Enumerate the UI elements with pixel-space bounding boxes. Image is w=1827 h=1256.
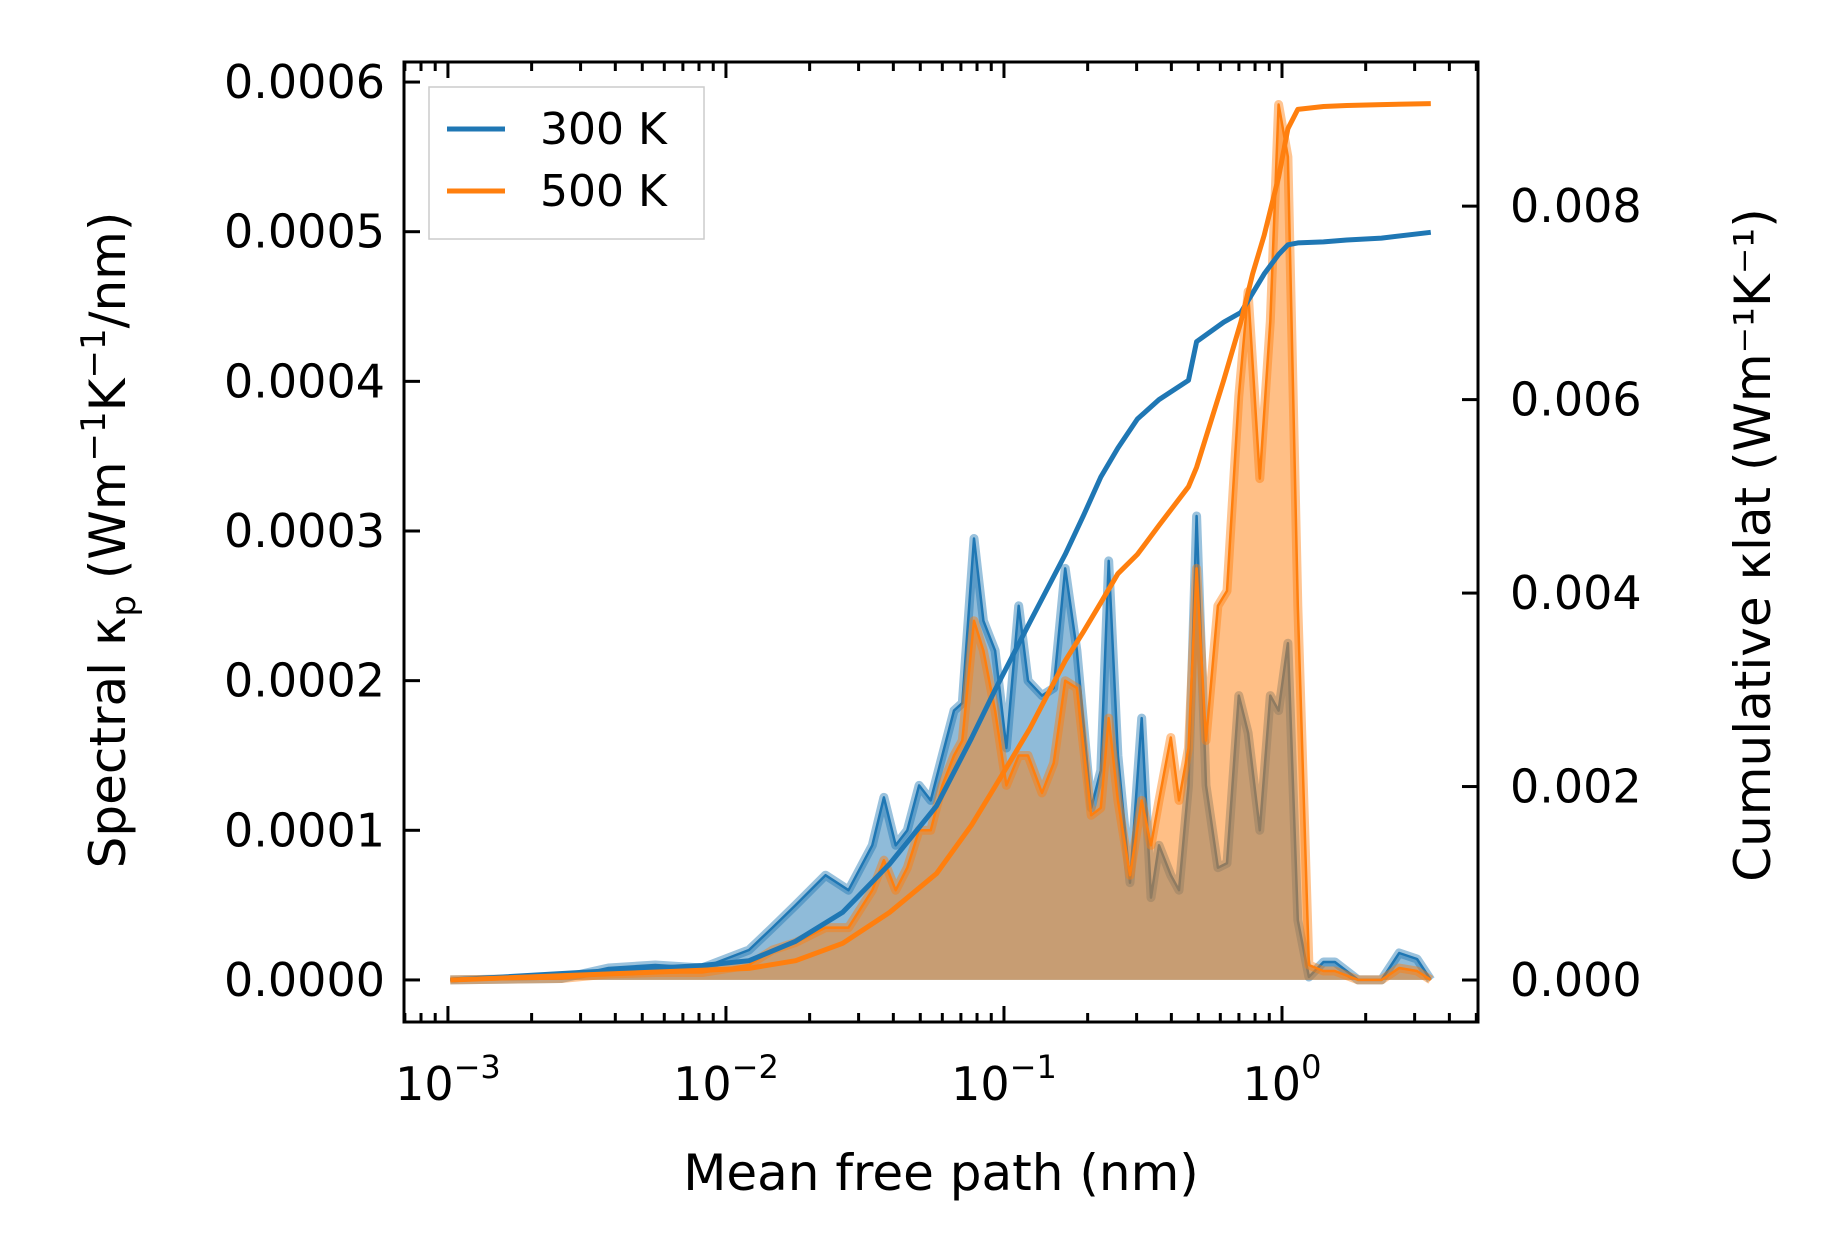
y-axis-label-right: Cumulative κlat (Wm⁻¹K⁻¹) [1724,208,1782,882]
y-axis-label-left: Spectral κp (Wm−1K−1/nm) [74,212,144,869]
spectral-area-500k [450,104,1431,980]
y-left-tick-label: 0.0001 [224,803,385,857]
y-right-tick-label: 0.004 [1510,566,1642,620]
x-tick-label: 100 [1243,1048,1322,1111]
spectral-line-500k [450,103,1432,982]
spectral-areas [450,100,1435,985]
y-right-tick-label: 0.008 [1510,179,1642,233]
y-left-tick-label: 0.0003 [224,504,385,558]
y-left-tick-label: 0.0000 [224,953,385,1007]
y-right-tick-label: 0.006 [1510,373,1642,427]
y-right-tick-label: 0.002 [1510,760,1642,814]
legend-frame [428,86,705,240]
y-left-tick-label: 0.0004 [224,354,385,408]
y-right-tick-label: 0.000 [1510,953,1642,1007]
y-left-tick-label: 0.0006 [224,55,385,109]
x-axis-label: Mean free path (nm) [683,1144,1199,1202]
y-left-tick-label: 0.0002 [224,654,385,708]
x-tick-label: 10−1 [951,1048,1057,1111]
cumulative-line-500k [450,101,1431,983]
x-tick-label: 10−2 [673,1048,779,1111]
x-tick-label: 10−3 [395,1048,501,1111]
cumulative-lines [450,101,1432,983]
legend-label-500k: 500 K [540,166,668,217]
axis-ticks [403,62,1478,1022]
legend-label-300k: 300 K [540,104,668,155]
cumulative-line-300k [450,229,1432,983]
tick-labels: 10−3 10−2 10−1 1000.00000.00010.00020.00030… [224,55,1642,1111]
legend: 300 K 500 K [428,86,705,240]
y-left-tick-label: 0.0005 [224,205,385,259]
